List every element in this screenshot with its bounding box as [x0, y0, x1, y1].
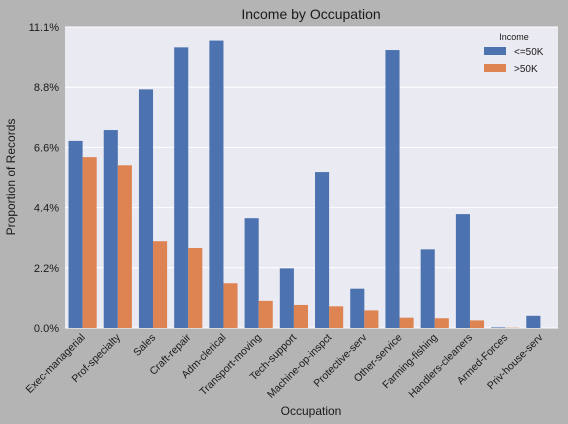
bar-gt50k: [258, 300, 273, 328]
y-tick-labels: 0.0% 2.2% 4.4% 6.6% 8.8% 11.1%: [29, 22, 60, 335]
bar-le50k: [455, 214, 470, 328]
bar-le50k: [68, 140, 83, 328]
bar-gt50k: [293, 304, 308, 328]
bar-le50k: [209, 40, 224, 328]
x-tick-label: Sales: [131, 332, 158, 359]
bars: [68, 40, 541, 329]
x-tick-label: Exec-managerial: [24, 332, 88, 396]
bar-gt50k: [188, 248, 203, 328]
y-tick-label: 8.8%: [34, 82, 59, 94]
bar-le50k: [315, 172, 330, 328]
x-tick-label: Transport-moving: [197, 332, 264, 399]
bar-le50k: [279, 268, 294, 328]
y-tick-label: 11.1%: [29, 22, 60, 34]
bar-le50k: [244, 218, 259, 328]
y-tick-label: 2.2%: [34, 263, 59, 275]
bar-le50k: [174, 47, 189, 329]
bar-gt50k: [469, 320, 485, 328]
legend-label-gt50k: >50K: [514, 64, 538, 75]
x-axis-label: Occupation: [281, 404, 342, 418]
legend-swatch-gt50k: [484, 64, 506, 72]
bar-le50k: [138, 89, 154, 328]
bar-le50k: [385, 50, 400, 328]
legend: Income <=50K >50K: [484, 32, 544, 75]
chart-title: Income by Occupation: [241, 6, 380, 22]
bar-le50k: [526, 315, 541, 328]
x-tick-label: Handlers-cleaners: [406, 332, 475, 401]
x-tick-label: Machine-op-inspct: [265, 332, 334, 401]
bar-le50k: [491, 327, 506, 328]
bar-gt50k: [82, 157, 97, 328]
y-tick-label: 4.4%: [34, 203, 59, 215]
legend-title: Income: [499, 32, 529, 42]
y-tick-label: 0.0%: [34, 323, 59, 335]
bar-gt50k: [399, 317, 414, 328]
bar-le50k: [420, 249, 435, 328]
bar-gt50k: [364, 310, 379, 328]
bar-gt50k: [153, 241, 168, 328]
y-tick-label: 6.6%: [34, 142, 59, 154]
bar-gt50k: [329, 306, 344, 328]
bar-gt50k: [223, 283, 238, 328]
y-axis-label: Proportion of Records: [4, 119, 18, 236]
bar-le50k: [103, 130, 118, 328]
bar-gt50k: [434, 318, 449, 328]
legend-swatch-le50k: [484, 47, 506, 55]
legend-label-le50k: <=50K: [514, 47, 544, 58]
bar-le50k: [350, 288, 365, 328]
bar-gt50k: [117, 165, 132, 328]
